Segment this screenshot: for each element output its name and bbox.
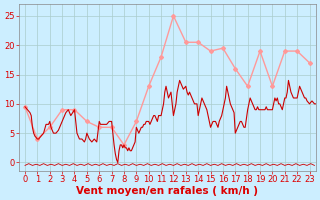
X-axis label: Vent moyen/en rafales ( km/h ): Vent moyen/en rafales ( km/h ) <box>76 186 258 196</box>
